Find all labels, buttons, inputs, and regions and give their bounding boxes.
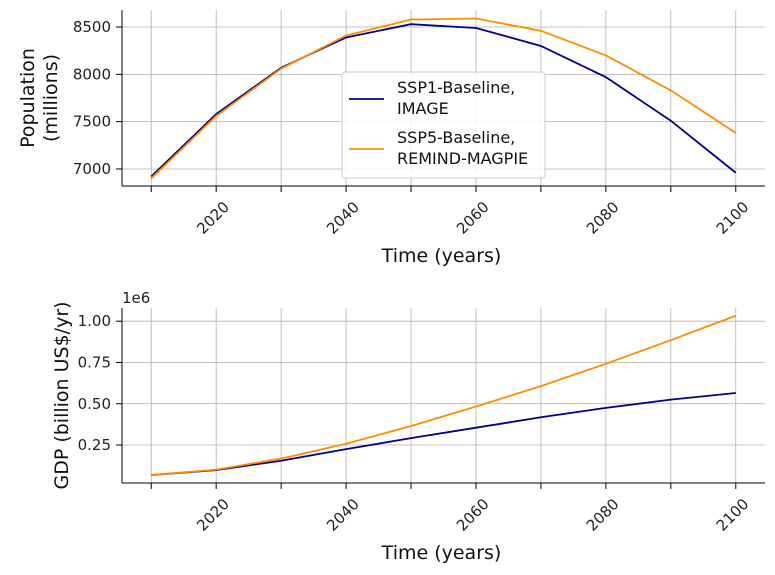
x-tick-label: 2080	[583, 198, 623, 238]
y-tick-label: 8500	[73, 18, 111, 36]
legend: SSP1-Baseline, IMAGE SSP5-Baseline, REMIND-…	[341, 71, 546, 179]
gdp-chart: 0.25 0.50 0.75 1.00 2020 2040 2060 2080 2100 Time…	[51, 289, 765, 564]
y-tick-label: 7000	[73, 160, 111, 178]
legend-label: SSP1-Baseline, IMAGE	[397, 78, 515, 118]
y-tick-label: 1.00	[78, 312, 111, 330]
y-tick-label: 7500	[73, 113, 111, 131]
population-chart: 7000 7500 8000 8500 2020 2040 2060 2080 2100 Time…	[17, 10, 765, 267]
x-tick-label: 2040	[323, 495, 363, 535]
series-line	[151, 392, 736, 476]
x-tick-label: 2020	[193, 198, 233, 238]
x-tick-label: 2100	[713, 198, 753, 238]
x-tick-label: 2020	[193, 495, 233, 535]
y-axis-label: GDP (billion US$/yr)	[51, 301, 73, 489]
x-tick-label: 2060	[453, 495, 493, 535]
y-tick-label: 8000	[73, 65, 111, 83]
legend-label: SSP5-Baseline, REMIND-MAGPIE	[397, 128, 528, 168]
x-axis-label: Time (years)	[381, 542, 502, 564]
y-tick-label: 0.25	[78, 436, 111, 454]
y-tick-label: 0.50	[78, 395, 111, 413]
x-axis-label: Time (years)	[381, 245, 502, 267]
x-tick-label: 2080	[583, 495, 623, 535]
series-line	[151, 314, 737, 476]
y-axis-label: Population(millions)	[17, 48, 62, 148]
x-tick-label: 2060	[453, 198, 493, 238]
x-tick-label: 2040	[323, 198, 363, 238]
x-tick-label: 2100	[713, 495, 753, 535]
series-line	[150, 23, 737, 178]
series-line	[150, 17, 737, 180]
y-tick-label: 0.75	[78, 353, 111, 371]
y-offset-label: 1e6	[122, 289, 150, 307]
